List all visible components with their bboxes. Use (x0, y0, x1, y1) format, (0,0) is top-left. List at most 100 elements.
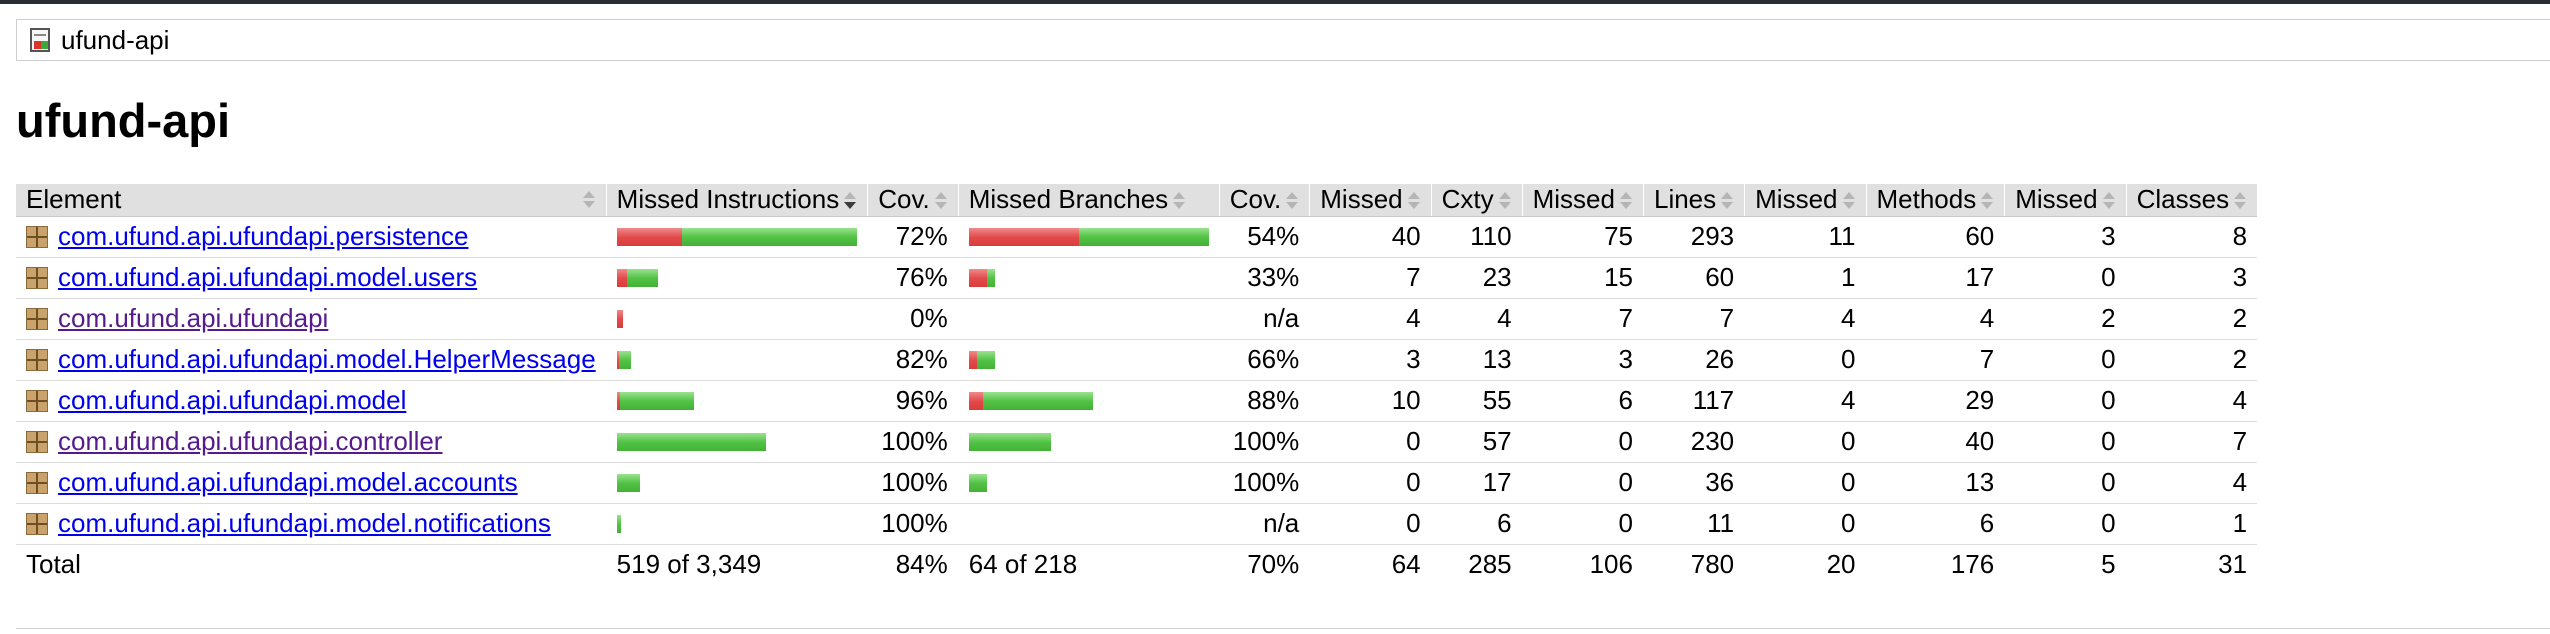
methods: 13 (1865, 462, 2005, 504)
package-link[interactable]: com.ufund.api.ufundapi.model.HelperMessa… (58, 344, 596, 374)
cov-branches: n/a (1218, 503, 1310, 545)
sort-arrows-icon (1980, 191, 1994, 211)
missed-lines: 6 (1521, 380, 1644, 422)
branches-bar-cell (957, 503, 1220, 545)
sort-cov-instructions-header[interactable]: Cov. (867, 184, 959, 217)
instructions-missed-bar (616, 350, 619, 369)
cov-branches: 88% (1218, 380, 1310, 422)
branches-covered-bar (968, 473, 987, 492)
table-row: com.ufund.api.ufundapi 0% n/a 4 4 7 7 4 4 2 2 (16, 298, 2258, 340)
missed-cxty: 10 (1309, 380, 1432, 422)
sort-lines-header[interactable]: Lines (1642, 184, 1745, 217)
instructions-covered-bar (619, 391, 694, 410)
cov-branches: n/a (1218, 298, 1310, 340)
package-link[interactable]: com.ufund.api.ufundapi.model (58, 385, 407, 415)
total-label: Total (26, 549, 81, 580)
package-link[interactable]: com.ufund.api.ufundapi.persistence (58, 221, 469, 251)
cxty: 110 (1430, 216, 1523, 258)
missed-lines: 7 (1521, 298, 1644, 340)
sort-arrows-icon (2102, 191, 2116, 211)
methods: 60 (1865, 216, 2005, 258)
total-missed-methods: 20 (1744, 544, 1866, 585)
lines: 230 (1642, 421, 1745, 463)
missed-cxty: 4 (1309, 298, 1432, 340)
missed-lines: 3 (1521, 339, 1644, 381)
instructions-missed-bar (616, 268, 627, 287)
instructions-bar-cell (605, 503, 868, 545)
package-icon (26, 389, 48, 412)
branches-bar-cell (957, 339, 1220, 381)
missed-methods: 4 (1744, 298, 1866, 340)
sort-missed-methods-header[interactable]: Missed (1744, 184, 1866, 217)
missed-methods: 0 (1744, 462, 1866, 504)
total-row: Total 519 of 3,349 84% 64 of 218 70% 64 … (16, 544, 2258, 585)
cxty: 13 (1430, 339, 1523, 381)
branches-missed-bar (968, 227, 1079, 246)
sort-methods-header[interactable]: Methods (1865, 184, 2005, 217)
methods: 4 (1865, 298, 2005, 340)
package-link[interactable]: com.ufund.api.ufundapi (58, 303, 329, 333)
sort-missed-classes-header[interactable]: Missed (2004, 184, 2127, 217)
missed-cxty: 0 (1309, 462, 1432, 504)
branches-covered-bar (982, 391, 1093, 410)
element-cell: com.ufund.api.ufundapi.model (16, 380, 607, 422)
missed-cxty: 0 (1309, 503, 1432, 545)
package-icon (26, 471, 48, 494)
sort-classes-header[interactable]: Classes (2125, 184, 2258, 217)
package-link[interactable]: com.ufund.api.ufundapi.model.accounts (58, 467, 518, 497)
package-icon (26, 348, 48, 371)
branches-covered-bar (986, 268, 995, 287)
missed-classes: 3 (2004, 216, 2127, 258)
instructions-bar-cell (605, 298, 868, 340)
breadcrumb: ufund-api (16, 19, 2550, 61)
element-cell: com.ufund.api.ufundapi.model.accounts (16, 462, 607, 504)
cov-instructions: 96% (867, 380, 959, 422)
missed-classes: 0 (2004, 257, 2127, 299)
missed-methods: 11 (1744, 216, 1866, 258)
cxty: 17 (1430, 462, 1523, 504)
table-row: com.ufund.api.ufundapi.model.accounts 100… (16, 462, 2258, 504)
sort-missed-lines-header[interactable]: Missed (1521, 184, 1644, 217)
total-cxty: 285 (1430, 544, 1523, 585)
instructions-covered-bar (681, 227, 857, 246)
instructions-covered-bar (618, 350, 631, 369)
sort-missed-cxty-header[interactable]: Missed (1309, 184, 1432, 217)
branches-bar-cell (957, 462, 1220, 504)
cov-branches: 100% (1218, 421, 1310, 463)
cov-instructions: 76% (867, 257, 959, 299)
table-row: com.ufund.api.ufundapi.model 96% 88% 10 55 6 1… (16, 380, 2258, 422)
missed-lines: 0 (1521, 421, 1644, 463)
branches-bar-cell (957, 257, 1220, 299)
cov-branches: 100% (1218, 462, 1310, 504)
methods: 29 (1865, 380, 2005, 422)
cov-instructions: 0% (867, 298, 959, 340)
missed-methods: 1 (1744, 257, 1866, 299)
element-cell: com.ufund.api.ufundapi.model.notificatio… (16, 503, 607, 545)
branches-bar-cell (957, 421, 1220, 463)
lines: 11 (1642, 503, 1745, 545)
missed-lines: 75 (1521, 216, 1644, 258)
cov-instructions: 72% (867, 216, 959, 258)
total-missed-classes: 5 (2004, 544, 2127, 585)
package-link[interactable]: com.ufund.api.ufundapi.model.users (58, 262, 478, 292)
missed-cxty: 7 (1309, 257, 1432, 299)
instructions-covered-bar (626, 268, 658, 287)
page-title: ufund-api (16, 94, 231, 147)
missed-classes: 0 (2004, 421, 2127, 463)
package-link[interactable]: com.ufund.api.ufundapi.model.notificatio… (58, 508, 551, 538)
sort-missed-instructions-header[interactable]: Missed Instructions (605, 184, 868, 217)
sort-cov-branches-header[interactable]: Cov. (1218, 184, 1310, 217)
total-lines: 780 (1642, 544, 1745, 585)
instructions-bar-cell (605, 339, 868, 381)
lines: 117 (1642, 380, 1745, 422)
instructions-bar-cell (605, 257, 868, 299)
element-cell: com.ufund.api.ufundapi.controller (16, 421, 607, 463)
sort-cxty-header[interactable]: Cxty (1430, 184, 1523, 217)
sort-missed-branches-header[interactable]: Missed Branches (957, 184, 1220, 217)
sort-element-header[interactable]: Element (16, 184, 607, 217)
package-link[interactable]: com.ufund.api.ufundapi.controller (58, 426, 443, 456)
sort-arrows-icon (1842, 191, 1856, 211)
branches-covered-bar (968, 432, 1051, 451)
instructions-covered-bar (616, 432, 766, 451)
total-methods: 176 (1865, 544, 2005, 585)
